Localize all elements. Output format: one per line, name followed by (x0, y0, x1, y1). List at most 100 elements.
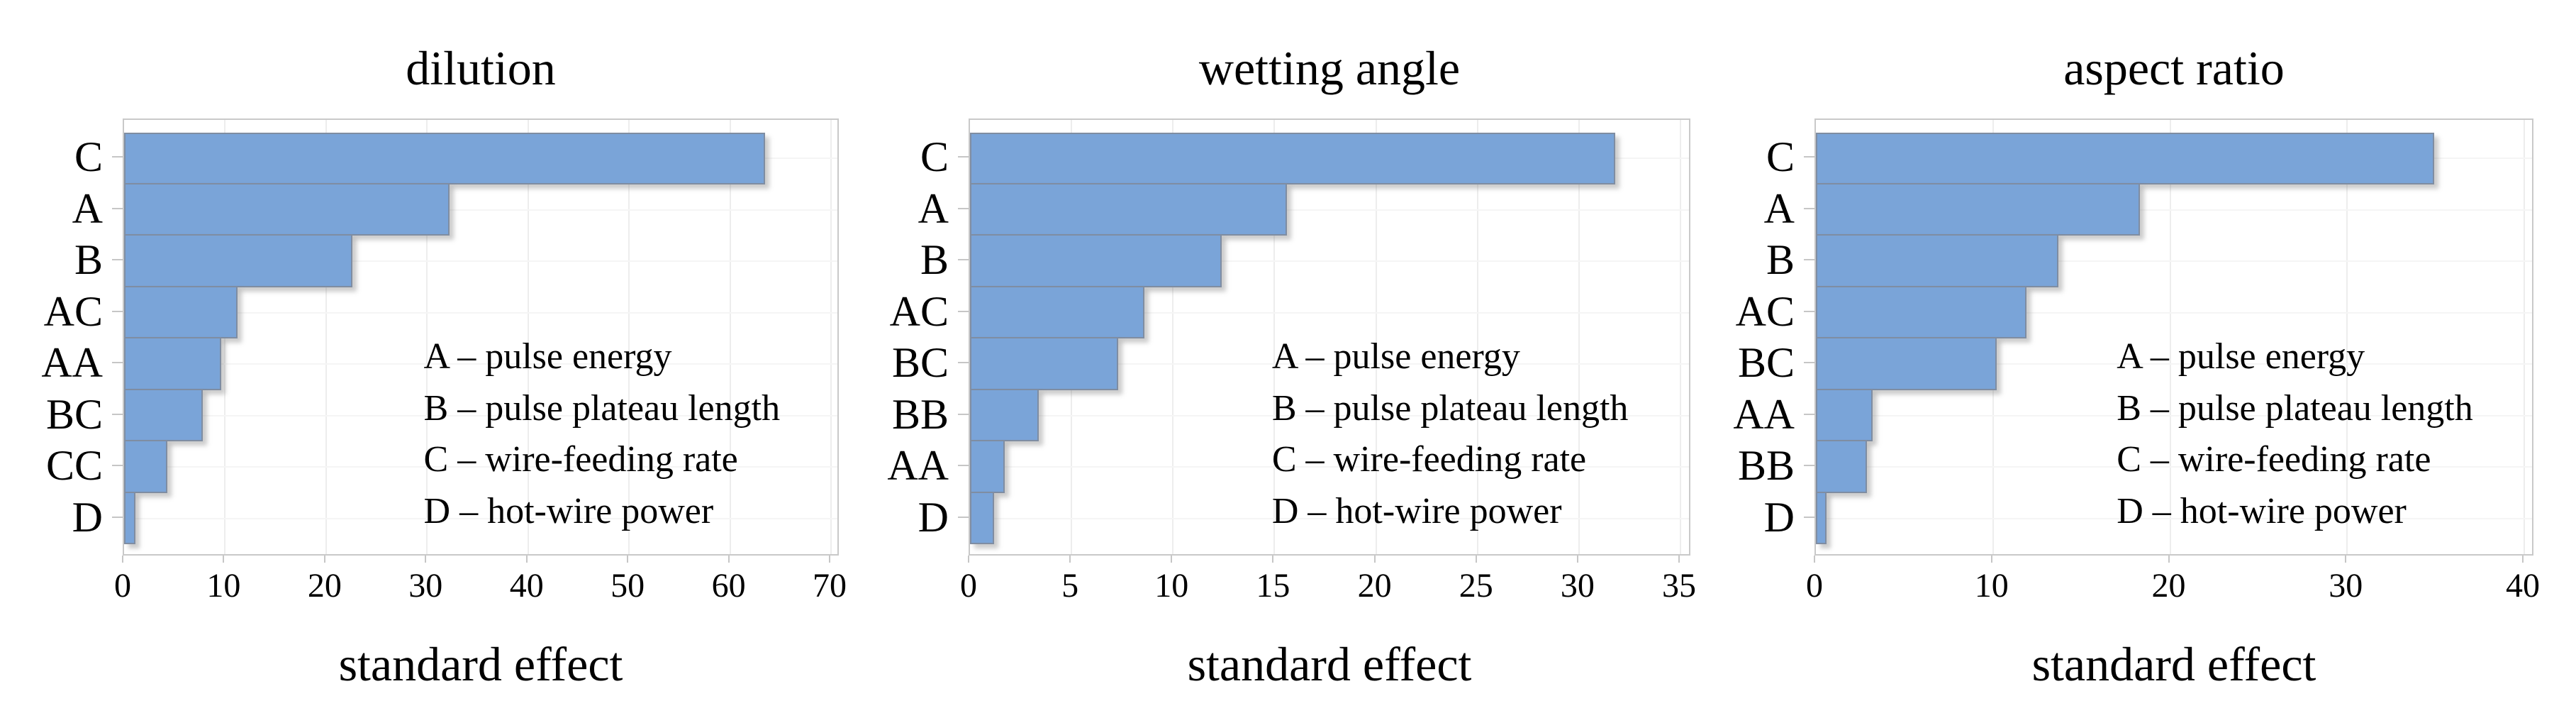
gridline-horizontal (1816, 363, 2532, 365)
x-axis-title: standard effect (1187, 637, 1472, 691)
legend: A – pulse energy B – pulse plateau length… (2117, 331, 2473, 537)
gridline-horizontal (970, 466, 1689, 468)
chart-title: dilution (406, 41, 556, 95)
legend-line: A – pulse energy (2117, 336, 2365, 377)
bar-B (124, 234, 352, 287)
legend-line: B – pulse plateau length (423, 387, 781, 429)
bar-AC (124, 285, 238, 338)
y-axis-label-BB: BB (891, 390, 949, 438)
y-tick-mark (958, 259, 969, 261)
bar-D (124, 491, 135, 544)
legend-line: D – hot-wire power (1271, 490, 1562, 531)
x-tick-mark (627, 556, 629, 563)
y-axis-label-AC: AC (43, 287, 103, 335)
y-tick-mark (1804, 310, 1814, 312)
bar-BC (1816, 337, 1997, 390)
chart-title: wetting angle (1198, 41, 1461, 95)
legend-line: C – wire-feeding rate (2117, 439, 2431, 480)
y-tick-mark (112, 413, 123, 415)
plot-scale-region (970, 120, 1681, 554)
legend: A – pulse energy B – pulse plateau length… (424, 331, 781, 537)
x-axis-title: standard effect (2031, 637, 2316, 691)
y-axis-label-A: A (918, 184, 949, 232)
y-axis-label-AC: AC (1735, 287, 1795, 335)
gridline-horizontal (970, 311, 1689, 314)
y-axis-label-AC: AC (889, 287, 949, 335)
bar-C (1816, 133, 2434, 184)
y-tick-mark (1804, 259, 1814, 261)
y-axis-labels: C A B AC BC AA BB D (1717, 118, 1795, 556)
bar-AA (124, 337, 221, 390)
gridline-horizontal (970, 260, 1689, 263)
gridline-vertical (1172, 120, 1174, 554)
y-tick-mark (958, 362, 969, 364)
gridline-vertical (2524, 120, 2525, 554)
legend: A – pulse energy B – pulse plateau length… (1272, 331, 1629, 537)
x-tick-mark (1171, 556, 1173, 563)
y-tick-mark (112, 207, 123, 209)
x-tick-mark (2522, 556, 2524, 563)
x-tick-label-5: 5 (1061, 567, 1079, 605)
x-tick-label-10: 10 (1974, 567, 2009, 605)
x-tick-label-70: 70 (813, 567, 847, 605)
gridline-vertical (2169, 120, 2171, 554)
x-axis-tick-labels: 0 5 10 15 20 25 30 35 (960, 567, 1696, 607)
gridline-horizontal (124, 260, 837, 263)
gridline-horizontal (124, 517, 837, 519)
x-tick-label-10: 10 (1154, 567, 1189, 605)
y-axis-label-CC: CC (45, 442, 103, 489)
bar-BC (124, 388, 203, 441)
bar-BC (970, 337, 1118, 390)
gridline-vertical (1375, 120, 1377, 554)
gridline-horizontal (1816, 466, 2532, 468)
gridline-horizontal (970, 209, 1689, 211)
legend-line: A – pulse energy (1271, 336, 1520, 377)
legend-line: A – pulse energy (423, 336, 672, 377)
plot-area: A – pulse energy B – pulse plateau length… (123, 118, 839, 556)
bar-AA (970, 440, 1005, 493)
y-tick-mark (112, 310, 123, 312)
bar-AC (970, 285, 1145, 338)
y-axis-label-C: C (1766, 133, 1795, 180)
gridline-horizontal (970, 414, 1689, 416)
chart-title: aspect ratio (2063, 41, 2285, 95)
x-tick-label-10: 10 (206, 567, 241, 605)
legend-line: C – wire-feeding rate (1271, 439, 1587, 480)
x-tick-mark (829, 556, 830, 563)
gridline-vertical (527, 120, 529, 554)
x-tick-label-40: 40 (509, 567, 544, 605)
y-tick-mark (1804, 156, 1814, 158)
y-axis-label-BC: BC (45, 390, 103, 438)
x-tick-mark (1475, 556, 1477, 563)
plot-scale-region (124, 120, 832, 554)
x-tick-label-30: 30 (1560, 567, 1595, 605)
gridline-vertical (426, 120, 428, 554)
y-axis-labels: C A B AC AA BC CC D (0, 118, 103, 556)
x-axis-title: standard effect (338, 637, 623, 691)
y-tick-mark (112, 259, 123, 261)
bar-B (1816, 234, 2059, 287)
y-tick-mark (958, 413, 969, 415)
y-axis-labels: C A B AC BC BB AA D (859, 118, 949, 556)
x-tick-label-20: 20 (307, 567, 342, 605)
x-tick-mark (1678, 556, 1680, 563)
y-tick-mark (112, 156, 123, 158)
y-axis-label-BC: BC (891, 339, 949, 386)
y-axis-label-BB: BB (1737, 442, 1795, 489)
legend-line: B – pulse plateau length (2117, 387, 2473, 429)
y-tick-mark (958, 156, 969, 158)
chart-panel-dilution: dilution C A B AC AA BC CC D A – pulse energy B … (0, 0, 859, 701)
plot-scale-region (1816, 120, 2525, 554)
y-tick-mark (112, 465, 123, 467)
x-tick-mark (1272, 556, 1274, 563)
x-tick-label-30: 30 (408, 567, 443, 605)
x-tick-label-50: 50 (610, 567, 645, 605)
y-axis-label-AA: AA (1733, 390, 1795, 438)
x-tick-mark (525, 556, 528, 563)
gridline-vertical (2346, 120, 2348, 554)
gridline-horizontal (970, 363, 1689, 365)
legend-line: C – wire-feeding rate (423, 439, 738, 480)
y-tick-mark (1804, 207, 1814, 209)
x-tick-label-0: 0 (1806, 567, 1823, 605)
x-tick-label-20: 20 (2151, 567, 2186, 605)
